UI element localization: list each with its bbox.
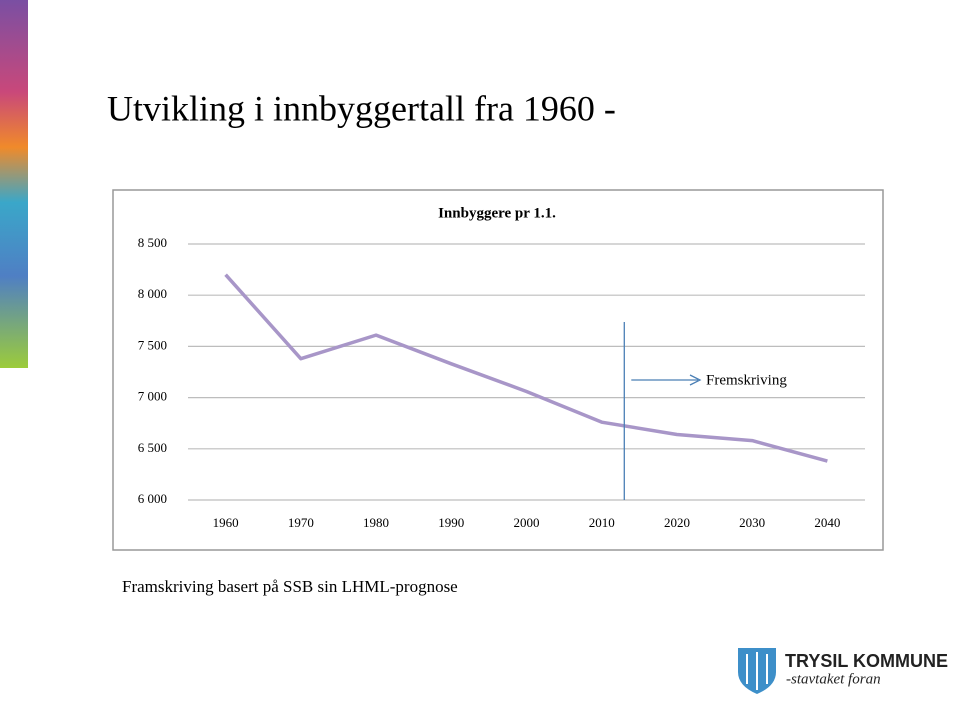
x-tick-label: 2010 bbox=[589, 515, 615, 530]
y-tick-label: 6 000 bbox=[138, 491, 167, 506]
slide-title: Utvikling i innbyggertall fra 1960 - bbox=[107, 88, 616, 128]
x-tick-label: 1990 bbox=[438, 515, 464, 530]
data-line bbox=[224, 273, 828, 463]
y-tick-label: 6 500 bbox=[138, 440, 167, 455]
x-tick-label: 1980 bbox=[363, 515, 389, 530]
arrow-head bbox=[689, 374, 702, 386]
x-tick-label: 1970 bbox=[288, 515, 314, 530]
annotation: Fremskriving bbox=[706, 372, 787, 388]
logo-name: TRYSIL KOMMUNE bbox=[785, 651, 948, 671]
x-tick-label: 2000 bbox=[514, 515, 540, 530]
y-tick-label: 7 500 bbox=[138, 337, 167, 352]
chart-title: Innbyggere pr 1.1. bbox=[438, 205, 556, 221]
y-tick-label: 8 000 bbox=[138, 286, 167, 301]
x-tick-label: 2030 bbox=[739, 515, 765, 530]
x-tick-label: 2040 bbox=[814, 515, 840, 530]
chart-frame bbox=[112, 189, 884, 551]
y-tick-label: 7 000 bbox=[138, 389, 167, 404]
x-tick-label: 1960 bbox=[213, 515, 239, 530]
y-tick-label: 8 500 bbox=[138, 235, 167, 250]
logo-emblem bbox=[746, 652, 768, 690]
x-tick-label: 2020 bbox=[664, 515, 690, 530]
logo: TRYSIL KOMMUNE -stavtaket foran bbox=[738, 648, 948, 694]
decor-strip bbox=[0, 0, 28, 368]
logo-tagline: -stavtaket foran bbox=[786, 671, 881, 687]
note: Framskriving basert på SSB sin LHML-prog… bbox=[122, 577, 458, 596]
